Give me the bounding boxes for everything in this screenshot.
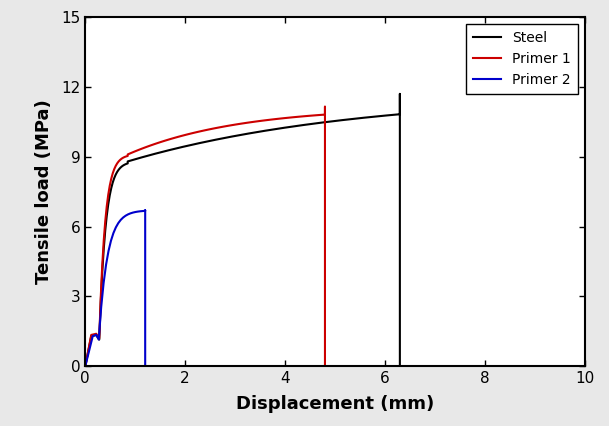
Primer 1 xyxy=(204,127,211,132)
Steel xyxy=(396,364,404,369)
Primer 2 xyxy=(87,342,94,347)
Primer 2 xyxy=(85,351,92,356)
Primer 2 xyxy=(110,230,117,236)
Primer 1 xyxy=(264,118,272,123)
Steel xyxy=(152,151,159,156)
Primer 2 xyxy=(102,262,110,267)
Primer 2 xyxy=(141,208,149,213)
Steel xyxy=(82,364,89,369)
Primer 2 xyxy=(114,221,122,226)
Primer 2 xyxy=(105,248,112,253)
Line: Primer 1: Primer 1 xyxy=(85,106,325,366)
Primer 1 xyxy=(261,118,269,123)
Primer 2 xyxy=(83,360,90,365)
Primer 1 xyxy=(268,117,275,122)
Primer 2 xyxy=(112,225,119,230)
Primer 2 xyxy=(89,334,96,339)
Steel xyxy=(105,202,112,207)
Primer 2 xyxy=(100,280,107,285)
Line: Steel: Steel xyxy=(85,94,400,366)
Primer 2 xyxy=(127,211,134,216)
Primer 2 xyxy=(86,346,93,351)
Steel xyxy=(97,299,104,305)
Primer 2 xyxy=(93,332,100,337)
Line: Primer 2: Primer 2 xyxy=(85,210,145,366)
X-axis label: Displacement (mm): Displacement (mm) xyxy=(236,394,434,412)
Primer 2 xyxy=(132,210,139,215)
Steel xyxy=(163,148,170,153)
Primer 2 xyxy=(141,208,149,213)
Primer 1 xyxy=(82,364,89,369)
Primer 2 xyxy=(117,217,124,222)
Primer 2 xyxy=(88,338,96,343)
Primer 2 xyxy=(119,215,127,220)
Primer 2 xyxy=(134,209,141,214)
Primer 2 xyxy=(95,337,102,342)
Primer 2 xyxy=(141,364,149,369)
Primer 2 xyxy=(107,238,114,243)
Primer 2 xyxy=(82,364,89,369)
Primer 1 xyxy=(322,104,329,109)
Primer 2 xyxy=(139,208,146,213)
Primer 2 xyxy=(136,209,144,214)
Steel xyxy=(330,118,337,124)
Primer 2 xyxy=(124,212,132,217)
Legend: Steel, Primer 1, Primer 2: Steel, Primer 1, Primer 2 xyxy=(466,24,578,94)
Primer 2 xyxy=(129,210,136,215)
Primer 1 xyxy=(322,364,329,369)
Steel xyxy=(396,91,404,96)
Primer 2 xyxy=(95,337,102,342)
Y-axis label: Tensile load (MPa): Tensile load (MPa) xyxy=(35,99,53,284)
Primer 1 xyxy=(248,120,255,125)
Primer 2 xyxy=(84,355,91,360)
Primer 1 xyxy=(278,116,285,121)
Steel xyxy=(333,118,340,124)
Primer 2 xyxy=(97,305,105,310)
Primer 2 xyxy=(122,213,129,218)
